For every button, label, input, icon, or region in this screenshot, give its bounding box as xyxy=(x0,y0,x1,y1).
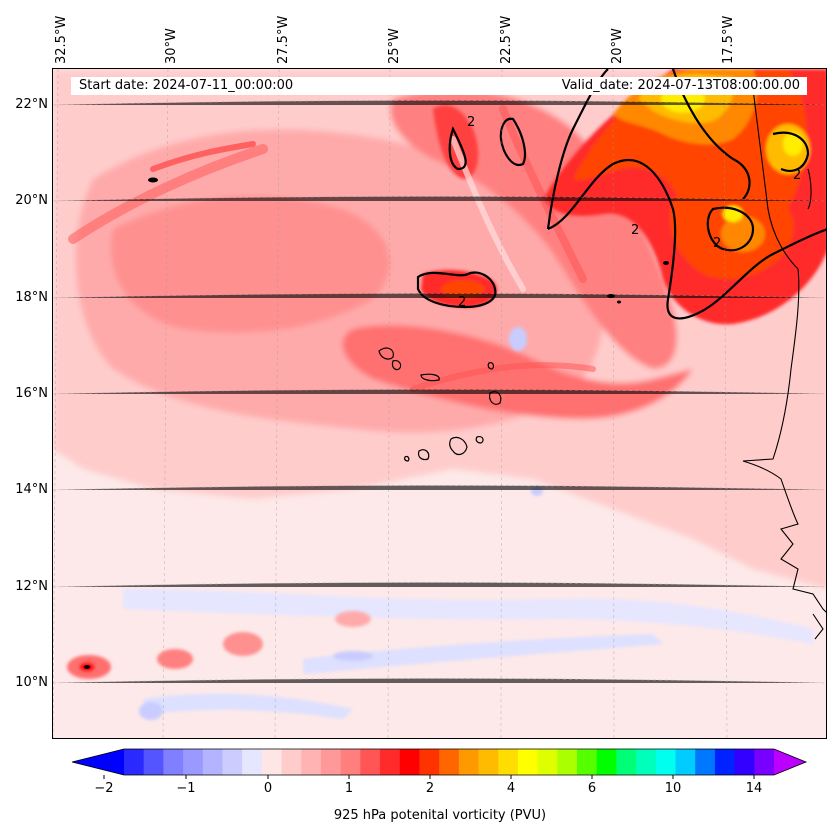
colorbar-segment xyxy=(557,749,578,775)
colorbar-outline xyxy=(71,748,808,776)
colorbar-segment xyxy=(124,749,145,775)
lat-label-22n: 22°N xyxy=(15,97,48,112)
colorbar-segment xyxy=(320,749,342,775)
colorbar-segment xyxy=(675,749,696,775)
lat-label-16n: 16°N xyxy=(15,386,48,401)
contour-label-d: 2 xyxy=(713,236,721,251)
cbar-tick-label-8: 10 xyxy=(664,781,682,796)
colorbar-segment xyxy=(498,749,519,775)
lat-label-14n: 14°N xyxy=(15,482,48,497)
colorbar-segment xyxy=(281,749,302,775)
colorbar-segment xyxy=(596,749,617,775)
colorbar-segment xyxy=(163,749,184,775)
lon-label-27-5w: 27.5°W xyxy=(276,15,291,64)
cbar-tick-label-3: 0 xyxy=(263,781,273,796)
colorbar-segment xyxy=(380,749,401,775)
colorbar-segment xyxy=(183,749,204,775)
lon-label-25w: 25°W xyxy=(387,28,402,64)
lat-label-12n: 12°N xyxy=(15,579,48,594)
colorbar-segment xyxy=(360,749,381,775)
cbar-tick-label-2: −1 xyxy=(176,781,196,796)
colorbar-segment xyxy=(714,749,736,775)
colorbar xyxy=(71,748,808,779)
cbar-tick-label-4: 1 xyxy=(344,781,354,796)
colorbar-segment xyxy=(616,749,637,775)
lon-label-22-5w: 22.5°W xyxy=(499,15,514,64)
colorbar-segment xyxy=(143,749,164,775)
colorbar-segment xyxy=(202,749,223,775)
colorbar-segment xyxy=(754,749,775,775)
start-date-label: Start date: 2024-07-11_00:00:00 xyxy=(71,77,535,95)
cbar-tick-label-9: 14 xyxy=(745,781,763,796)
contour-label-a: 2 xyxy=(467,115,475,130)
lat-label-20n: 20°N xyxy=(15,193,48,208)
graticule xyxy=(53,69,826,738)
valid-date-label: Valid_date: 2024-07-13T08:00:00.00 xyxy=(527,77,807,95)
colorbar-segment xyxy=(261,749,283,775)
cbar-tick-label-1: −2 xyxy=(94,781,114,796)
lon-label-20w: 20°W xyxy=(610,28,625,64)
cbar-tick-label-7: 6 xyxy=(587,781,597,796)
colorbar-segment xyxy=(478,749,499,775)
pv-field-negative xyxy=(123,327,813,720)
lon-label-30w: 30°W xyxy=(164,28,179,64)
vorticity-map: 2 2 2 2 2 xyxy=(53,69,826,738)
colorbar-segment xyxy=(439,749,460,775)
cape-verde-islands xyxy=(378,347,502,462)
colorbar-segment xyxy=(695,749,716,775)
contour-label-b: 2 xyxy=(458,295,466,310)
colorbar-segment xyxy=(301,749,322,775)
colorbar-segment xyxy=(517,749,539,775)
colorbar-segment xyxy=(242,749,263,775)
lon-label-32-5w: 32.5°W xyxy=(54,15,69,64)
lon-label-17-5w: 17.5°W xyxy=(721,15,736,64)
cbar-tick-label-5: 2 xyxy=(425,781,435,796)
lat-label-10n: 10°N xyxy=(15,675,48,690)
colorbar-segment xyxy=(636,749,657,775)
contour-label-e: 2 xyxy=(793,168,801,183)
colorbar-segment xyxy=(734,749,755,775)
pv-streaks xyxy=(68,105,596,392)
colorbar-extend-min xyxy=(72,749,124,775)
colorbar-segment xyxy=(655,749,677,775)
colorbar-segment xyxy=(399,749,420,775)
pv-extrema xyxy=(84,177,669,669)
colorbar-segment xyxy=(537,749,558,775)
contour-label-c: 2 xyxy=(631,223,639,238)
african-coastline xyxy=(742,88,826,640)
pv-2-contour-labels: 2 2 2 2 2 xyxy=(458,115,801,310)
colorbar-segment xyxy=(340,749,361,775)
colorbar-segment xyxy=(577,749,598,775)
colorbar-segment xyxy=(419,749,440,775)
colorbar-extend-max xyxy=(774,749,806,775)
colorbar-title: 925 hPa potenital vorticity (PVU) xyxy=(333,808,547,823)
colorbar-segment xyxy=(458,749,480,775)
cbar-tick-label-6: 4 xyxy=(506,781,516,796)
lat-label-18n: 18°N xyxy=(15,290,48,305)
colorbar-segment xyxy=(222,749,243,775)
map-panel: 2 2 2 2 2 xyxy=(52,68,827,739)
